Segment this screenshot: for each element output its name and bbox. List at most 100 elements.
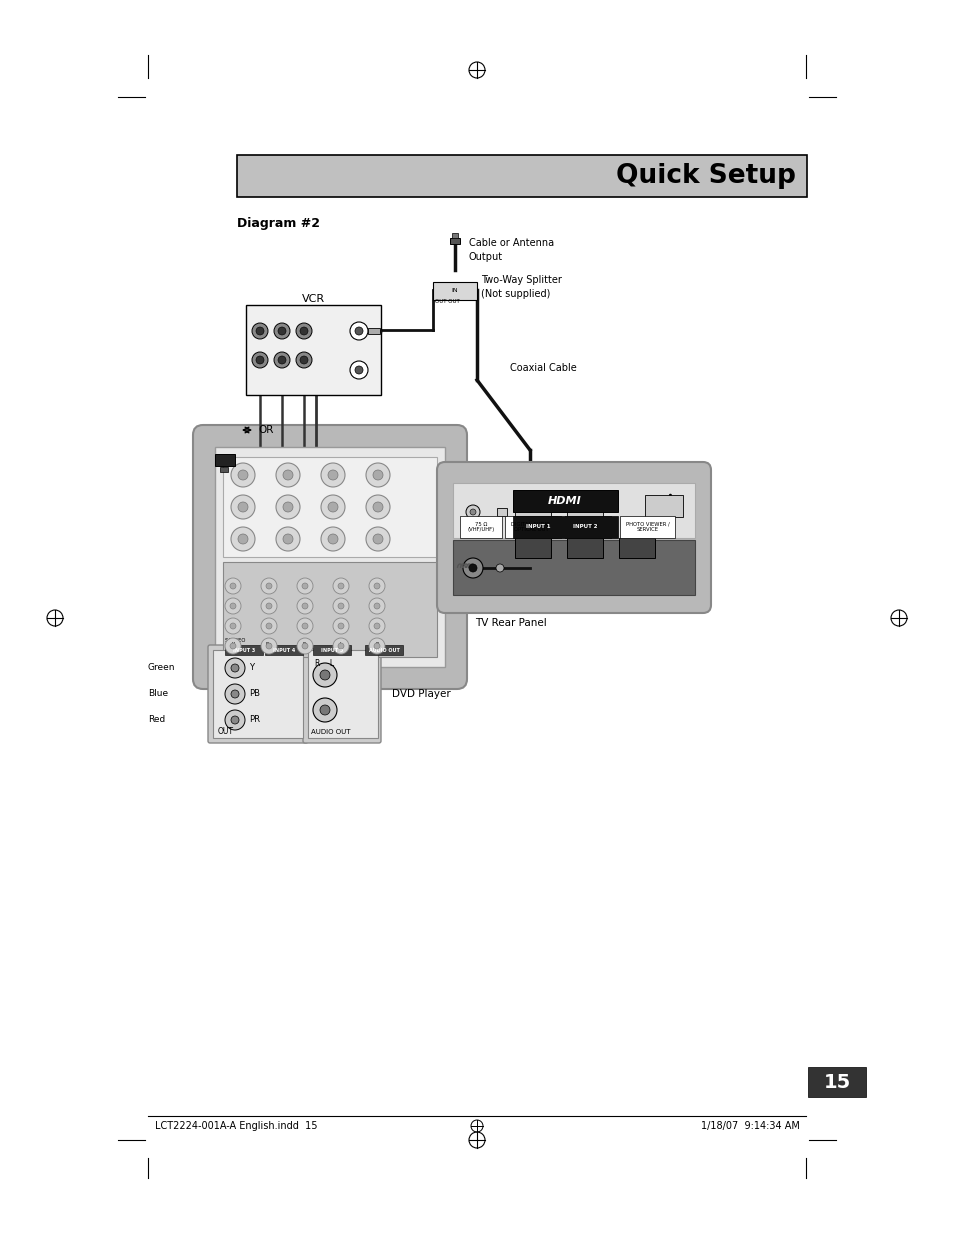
Circle shape: [302, 643, 308, 650]
Text: INPUT 4: INPUT 4: [273, 647, 294, 652]
Circle shape: [231, 690, 239, 698]
Text: INPUT 2: INPUT 2: [572, 525, 597, 530]
Text: TV Rear Panel: TV Rear Panel: [475, 618, 546, 629]
Text: Cable or Antenna
Output: Cable or Antenna Output: [469, 238, 554, 262]
Bar: [566, 495, 602, 517]
Bar: [220, 467, 228, 472]
Circle shape: [299, 327, 308, 335]
Circle shape: [469, 564, 476, 572]
Text: LCT2224-001A-A English.indd  15: LCT2224-001A-A English.indd 15: [154, 1121, 317, 1131]
FancyBboxPatch shape: [208, 645, 308, 743]
Text: 75 Ω
(VHF/UHF): 75 Ω (VHF/UHF): [467, 521, 494, 532]
Circle shape: [231, 463, 254, 487]
Text: INPUT 2: INPUT 2: [578, 525, 598, 530]
Circle shape: [237, 534, 248, 543]
Bar: [214, 447, 444, 667]
Circle shape: [225, 710, 245, 730]
Text: Green: Green: [148, 663, 175, 673]
Circle shape: [462, 558, 482, 578]
Circle shape: [277, 356, 286, 364]
Circle shape: [374, 622, 379, 629]
Text: INPUT 5: INPUT 5: [320, 647, 343, 652]
Bar: [515, 516, 560, 538]
Circle shape: [296, 598, 313, 614]
Text: Pr: Pr: [302, 641, 307, 646]
Text: HDMI: HDMI: [548, 496, 581, 506]
Circle shape: [337, 603, 344, 609]
Circle shape: [369, 578, 385, 594]
Circle shape: [261, 638, 276, 655]
Circle shape: [319, 705, 330, 715]
Bar: [450, 238, 459, 245]
Circle shape: [237, 501, 248, 513]
Text: Blue: Blue: [148, 689, 168, 699]
Bar: [368, 329, 379, 333]
Circle shape: [369, 598, 385, 614]
Circle shape: [302, 583, 308, 589]
Circle shape: [231, 664, 239, 672]
Circle shape: [350, 361, 368, 379]
Circle shape: [283, 534, 293, 543]
Bar: [452, 233, 457, 238]
Bar: [365, 645, 402, 655]
Circle shape: [225, 578, 241, 594]
Text: Pb: Pb: [266, 641, 272, 646]
Text: 1/18/07  9:14:34 AM: 1/18/07 9:14:34 AM: [700, 1121, 800, 1131]
Circle shape: [355, 327, 363, 335]
Circle shape: [470, 509, 476, 515]
Circle shape: [266, 622, 272, 629]
Text: OR: OR: [257, 425, 274, 435]
Text: VCR: VCR: [301, 294, 325, 304]
Circle shape: [328, 534, 337, 543]
Circle shape: [230, 603, 235, 609]
Circle shape: [295, 352, 312, 368]
Circle shape: [465, 505, 479, 519]
Text: PB: PB: [249, 689, 260, 699]
Circle shape: [366, 527, 390, 551]
Circle shape: [252, 324, 268, 338]
Bar: [644, 495, 682, 517]
Circle shape: [274, 324, 290, 338]
Bar: [619, 516, 675, 538]
Circle shape: [261, 578, 276, 594]
Circle shape: [320, 495, 345, 519]
Circle shape: [313, 663, 336, 687]
Circle shape: [275, 527, 299, 551]
Circle shape: [320, 463, 345, 487]
Circle shape: [328, 471, 337, 480]
Circle shape: [283, 471, 293, 480]
Bar: [308, 650, 377, 739]
Text: AUDIO OUT: AUDIO OUT: [368, 647, 399, 652]
Text: L: L: [339, 641, 342, 646]
Bar: [807, 1067, 865, 1097]
Circle shape: [255, 356, 264, 364]
Text: INPUT 1: INPUT 1: [525, 525, 550, 530]
Circle shape: [374, 603, 379, 609]
Circle shape: [373, 471, 382, 480]
Text: ♣: ♣: [665, 493, 674, 503]
Circle shape: [230, 583, 235, 589]
Text: DVD Player: DVD Player: [392, 689, 450, 699]
Circle shape: [295, 324, 312, 338]
FancyBboxPatch shape: [436, 462, 710, 613]
Bar: [513, 516, 618, 538]
Circle shape: [355, 366, 363, 374]
Bar: [214, 454, 234, 466]
Bar: [566, 538, 602, 558]
Text: INPUT 1: INPUT 1: [527, 525, 548, 530]
Circle shape: [369, 638, 385, 655]
Bar: [618, 538, 655, 558]
Circle shape: [225, 638, 241, 655]
Circle shape: [266, 603, 272, 609]
Text: Coaxial Cable: Coaxial Cable: [510, 363, 577, 373]
Text: PHOTO VIEWER /
SERVICE: PHOTO VIEWER / SERVICE: [625, 521, 669, 532]
Circle shape: [255, 327, 264, 335]
Circle shape: [337, 622, 344, 629]
Bar: [453, 540, 695, 595]
Circle shape: [296, 578, 313, 594]
Circle shape: [333, 618, 349, 634]
Text: IN: IN: [331, 310, 338, 320]
Circle shape: [337, 643, 344, 650]
Text: Quick Setup: Quick Setup: [616, 163, 795, 189]
Circle shape: [373, 501, 382, 513]
